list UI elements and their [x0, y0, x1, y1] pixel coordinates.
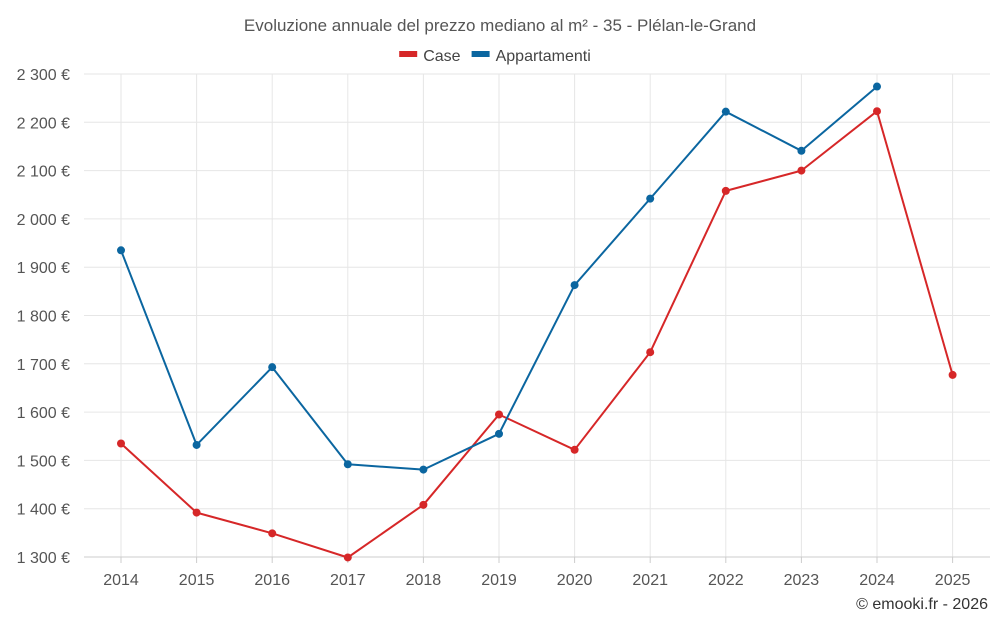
y-tick-label: 2 000 € — [17, 212, 70, 229]
x-tick-label: 2020 — [557, 572, 593, 589]
data-point[interactable] — [873, 82, 881, 91]
legend-swatch — [399, 51, 418, 57]
data-point[interactable] — [495, 429, 503, 438]
data-point[interactable] — [873, 107, 881, 116]
x-tick-label: 2021 — [632, 572, 668, 589]
data-point[interactable] — [721, 107, 730, 116]
y-tick-label: 1 800 € — [17, 309, 70, 326]
data-point[interactable] — [192, 508, 201, 517]
data-point[interactable] — [343, 460, 352, 469]
y-tick-label: 2 200 € — [17, 115, 70, 132]
legend-swatch — [471, 51, 490, 57]
x-tick-label: 2017 — [330, 572, 366, 589]
legend: Case Appartamenti — [399, 48, 591, 65]
legend-item-case[interactable]: Case — [399, 48, 461, 65]
credit-text: © emooki.fr - 2026 — [856, 596, 988, 613]
grid — [84, 73, 990, 557]
y-tick-label: 1 400 € — [17, 502, 70, 519]
data-point[interactable] — [268, 529, 277, 538]
x-tick-label: 2025 — [935, 572, 971, 589]
series-appartamenti — [117, 82, 881, 474]
y-tick-label: 1 500 € — [17, 453, 70, 470]
data-point[interactable] — [117, 439, 125, 448]
data-point[interactable] — [646, 348, 655, 357]
y-tick-label: 1 300 € — [17, 550, 70, 567]
data-point[interactable] — [495, 410, 503, 419]
y-tick-label: 1 700 € — [17, 357, 70, 374]
x-tick-label: 2024 — [859, 572, 895, 589]
y-tick-label: 2 100 € — [17, 164, 70, 181]
series-line — [120, 110, 954, 559]
x-tick-label: 2014 — [103, 572, 139, 589]
data-point[interactable] — [646, 194, 655, 203]
data-point[interactable] — [192, 440, 201, 449]
axes: 1 300 € 1 400 € 1 500 € 1 600 € 1 700 € 1 800… — [17, 67, 990, 589]
legend-label: Appartamenti — [496, 48, 591, 65]
data-point[interactable] — [948, 370, 957, 379]
y-tick-label: 1 600 € — [17, 405, 70, 422]
series — [117, 82, 957, 562]
legend-item-appartamenti[interactable]: Appartamenti — [471, 48, 591, 65]
data-point[interactable] — [419, 465, 428, 474]
data-point[interactable] — [570, 281, 579, 290]
data-point[interactable] — [268, 363, 277, 372]
data-point[interactable] — [117, 246, 125, 255]
data-point[interactable] — [797, 146, 806, 155]
data-point[interactable] — [721, 186, 730, 195]
x-tick-label: 2018 — [406, 572, 442, 589]
x-tick-label: 2022 — [708, 572, 744, 589]
data-point[interactable] — [419, 500, 428, 509]
x-tick-label: 2019 — [481, 572, 517, 589]
x-tick-label: 2016 — [254, 572, 290, 589]
legend-label: Case — [423, 48, 460, 65]
x-tick-label: 2015 — [179, 572, 215, 589]
y-tick-label: 2 300 € — [17, 67, 70, 84]
series-case — [117, 107, 957, 562]
x-tick-label: 2023 — [784, 572, 820, 589]
data-point[interactable] — [343, 553, 352, 562]
data-point[interactable] — [797, 166, 806, 175]
y-tick-label: 1 900 € — [17, 260, 70, 277]
chart-title: Evoluzione annuale del prezzo mediano al… — [244, 16, 756, 35]
data-point[interactable] — [570, 445, 579, 454]
